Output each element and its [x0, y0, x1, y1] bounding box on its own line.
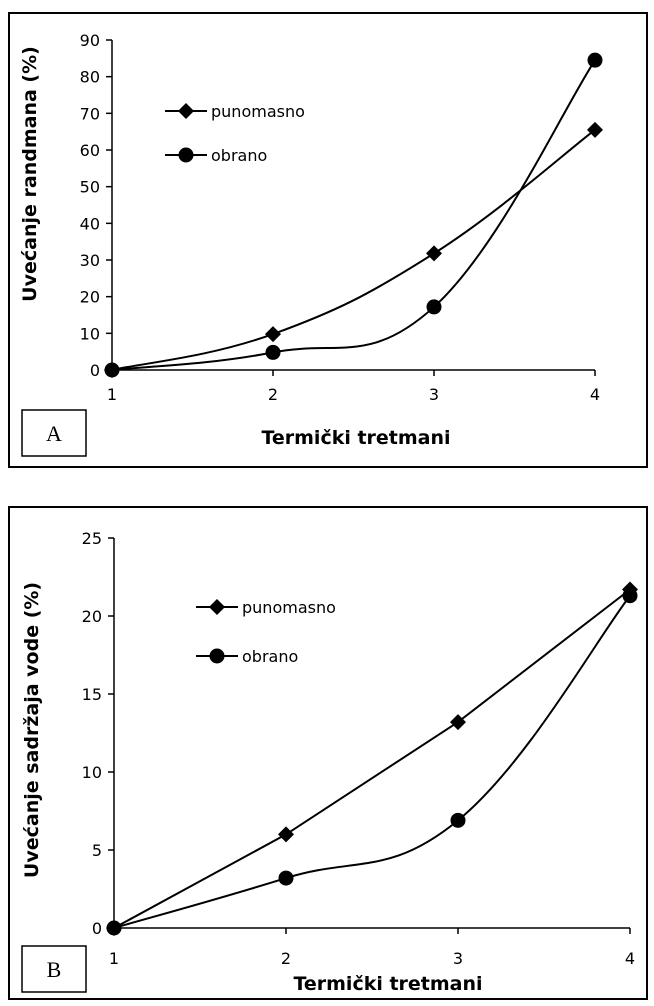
panel-label: A — [46, 421, 62, 446]
legend-item-obrano: obrano — [165, 146, 267, 165]
y-tick-label: 15 — [82, 685, 102, 704]
data-point-punomasno — [278, 826, 294, 843]
legend-label: obrano — [242, 647, 298, 666]
legend-label: punomasno — [211, 102, 305, 121]
legend-item-punomasno: punomasno — [196, 598, 336, 617]
x-tick-label: 3 — [453, 949, 463, 968]
y-tick-label: 10 — [82, 763, 102, 782]
data-point-obrano — [104, 362, 120, 378]
legend-item-obrano: obrano — [196, 647, 298, 666]
series-line-punomasno — [113, 588, 631, 929]
data-point-obrano — [450, 812, 466, 828]
chart-b-svg: 0 5 10 15 20 25 1 2 3 4 Termički tretmani Uvećanje … — [21, 529, 638, 995]
data-point-obrano — [278, 870, 294, 886]
x-tick-label: 2 — [268, 385, 278, 404]
y-tick-label: 70 — [80, 104, 100, 123]
y-axis-title: Uvećanje randmana (%) — [19, 46, 41, 302]
x-tick-label: 4 — [590, 385, 600, 404]
x-axis-title: Termički tretmani — [261, 427, 450, 449]
panel-label-box — [21, 409, 87, 457]
data-point-obrano — [587, 52, 603, 68]
data-point-punomasno — [426, 245, 442, 262]
y-tick-label: 10 — [80, 324, 100, 343]
y-tick-label: 20 — [80, 288, 100, 307]
panel-label-box — [21, 945, 87, 993]
series-line-punomasno — [111, 129, 596, 371]
data-point-obrano — [622, 588, 638, 604]
y-tick-label: 60 — [80, 141, 100, 160]
data-point-punomasno — [450, 714, 466, 731]
legend-label: obrano — [211, 146, 267, 165]
y-tick-label: 0 — [90, 361, 100, 380]
y-tick-label: 90 — [80, 31, 100, 50]
data-point-punomasno — [265, 326, 281, 343]
x-tick-label: 2 — [281, 949, 291, 968]
legend-marker-diamond — [209, 599, 225, 615]
x-tick-label: 4 — [625, 949, 635, 968]
y-tick-label: 40 — [80, 214, 100, 233]
x-tick-label: 3 — [429, 385, 439, 404]
y-tick-label: 20 — [82, 607, 102, 626]
legend-marker-diamond — [178, 103, 194, 119]
y-tick-label: 0 — [92, 919, 102, 938]
data-point-obrano — [426, 299, 442, 315]
legend-item-punomasno: punomasno — [165, 102, 305, 121]
chart-a-svg: 0 10 20 30 40 50 60 70 80 90 1 2 3 4 Termički tretmani… — [19, 31, 603, 457]
chart-panel-a: 0 10 20 30 40 50 60 70 80 90 1 2 3 4 Termički tretmani… — [8, 12, 648, 468]
series-line-obrano — [111, 59, 596, 371]
data-point-punomasno — [587, 121, 603, 138]
y-tick-label: 80 — [80, 68, 100, 87]
series-line-obrano — [113, 595, 631, 929]
legend-marker-circle — [178, 147, 194, 163]
y-tick-label: 25 — [82, 529, 102, 548]
panel-label: B — [47, 957, 62, 982]
y-axis-title: Uvećanje sadržaja vode (%) — [21, 582, 43, 878]
data-point-obrano — [265, 344, 281, 360]
x-axis-title: Termički tretmani — [293, 973, 482, 995]
y-tick-label: 5 — [92, 841, 102, 860]
x-tick-label: 1 — [107, 385, 117, 404]
x-tick-label: 1 — [109, 949, 119, 968]
chart-panel-b: 0 5 10 15 20 25 1 2 3 4 Termički tretmani Uvećanje … — [8, 506, 648, 1000]
y-tick-label: 30 — [80, 251, 100, 270]
y-tick-label: 50 — [80, 178, 100, 197]
legend-label: punomasno — [242, 598, 336, 617]
data-point-obrano — [106, 920, 122, 936]
legend-marker-circle — [209, 648, 225, 664]
